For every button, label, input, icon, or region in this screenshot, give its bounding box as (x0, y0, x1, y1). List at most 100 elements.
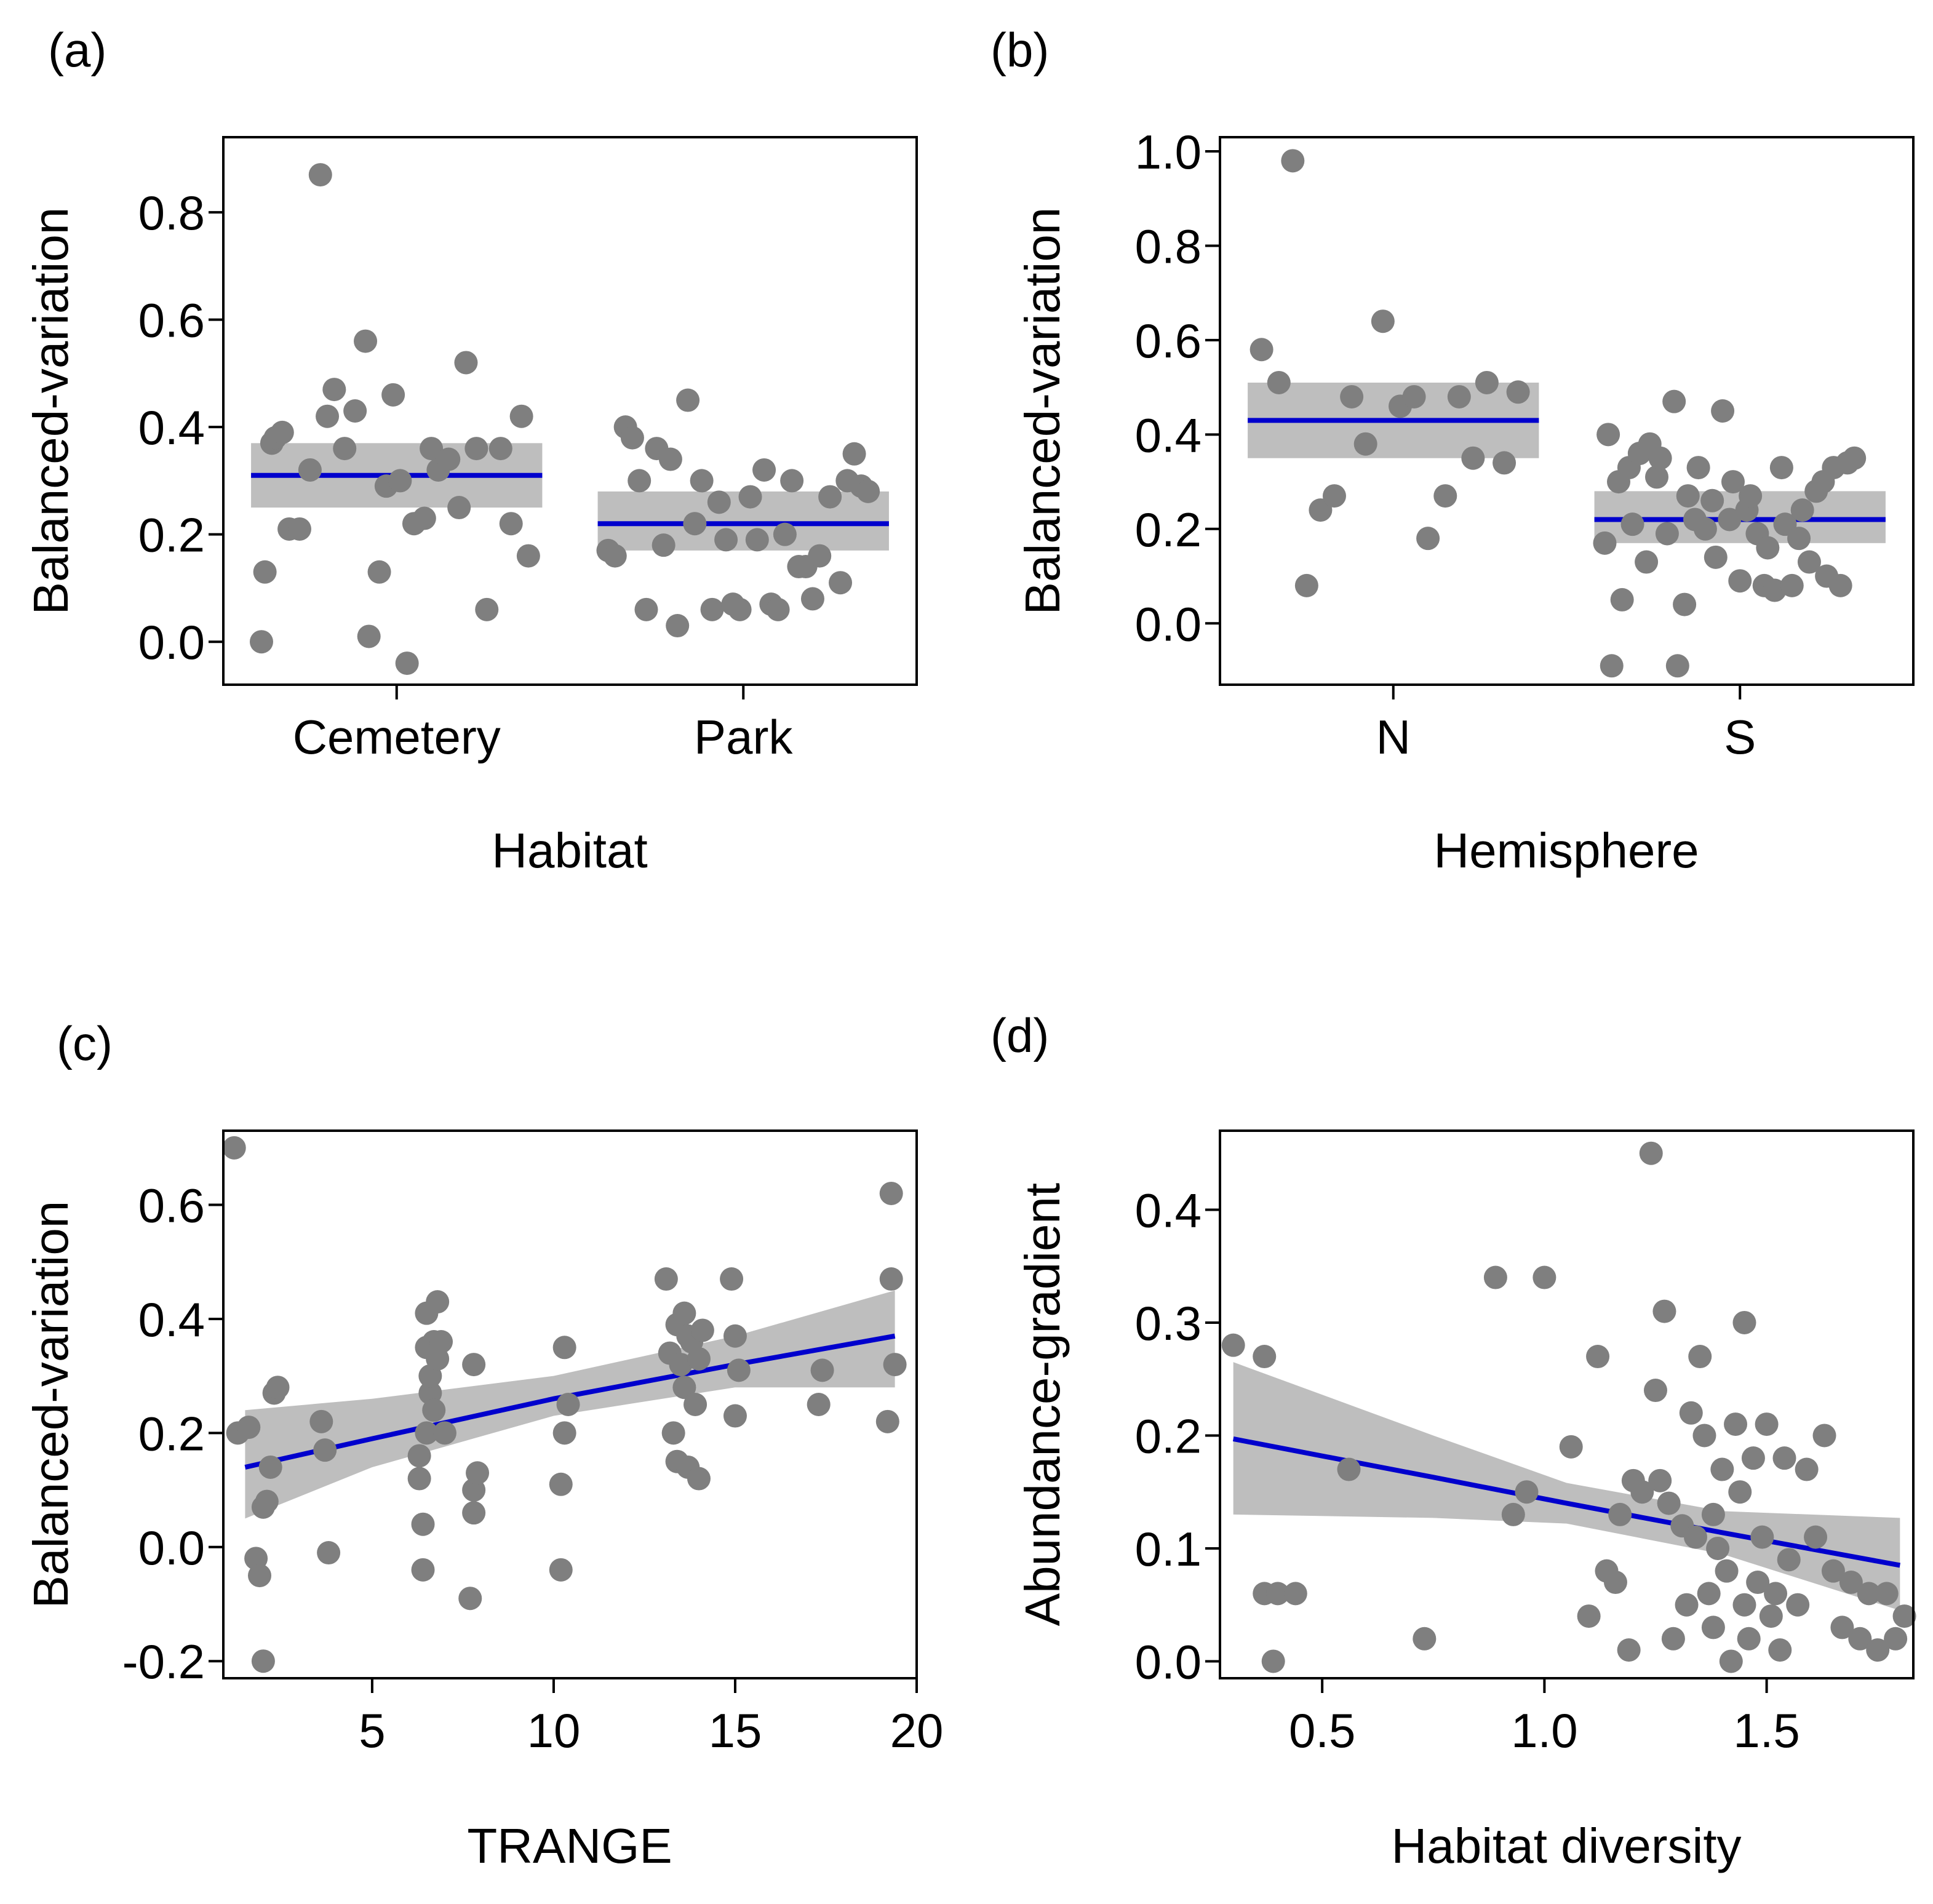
x-tick-label: 1.0 (1511, 1703, 1577, 1758)
data-point (322, 378, 346, 402)
data-point (447, 496, 471, 520)
data-point (437, 447, 461, 471)
data-point (1839, 1571, 1863, 1595)
data-point (714, 528, 738, 552)
y-tick-label: 0.0 (138, 615, 205, 669)
x-tick-label: 1.5 (1733, 1703, 1799, 1758)
data-point (800, 587, 824, 611)
data-point (313, 1438, 337, 1462)
data-point (1610, 588, 1634, 611)
y-tick-label: 0.8 (1135, 219, 1202, 273)
data-point (683, 512, 707, 536)
data-point (1721, 470, 1745, 494)
data-point (343, 399, 367, 423)
data-point (1866, 1638, 1890, 1662)
data-point (1639, 1141, 1663, 1165)
data-point (412, 506, 436, 530)
y-tick-label: 0.0 (1135, 1635, 1202, 1689)
data-point (1655, 522, 1679, 546)
data-point (1797, 550, 1821, 574)
data-point (317, 1541, 341, 1565)
y-tick-label: 0.6 (1135, 314, 1202, 368)
data-point (1759, 1604, 1783, 1628)
data-point (488, 437, 512, 461)
data-point (1679, 1401, 1703, 1425)
data-point (432, 1421, 456, 1445)
data-point (1718, 508, 1742, 532)
x-tick-label: Cemetery (293, 710, 501, 764)
data-point (1265, 1582, 1289, 1606)
y-axis-title: Balanced-variation (23, 207, 78, 615)
data-point (462, 1501, 486, 1525)
data-point (1737, 1627, 1761, 1651)
data-point (475, 597, 499, 621)
data-point (407, 1444, 431, 1468)
data-point (1283, 1582, 1307, 1606)
data-point (1772, 1446, 1796, 1470)
panel-label: (a) (48, 23, 106, 77)
panel-c: (c) -0.2 0.0 0.2 0.4 0.6 5 10 15 20 TRANGE Bala… (23, 1016, 943, 1873)
data-point (1515, 1480, 1539, 1504)
data-point (333, 437, 357, 461)
data-point (357, 624, 381, 648)
data-point (1340, 384, 1364, 408)
data-point (1693, 517, 1717, 541)
data-point (661, 1421, 685, 1445)
data-point (658, 447, 682, 471)
panel-a: (a) 0.0 0.2 0.4 0.6 0.8 Cemetery Park Habitat… (23, 23, 918, 878)
data-point (1620, 512, 1644, 536)
data-point (316, 404, 340, 428)
data-point (842, 442, 866, 466)
data-point (354, 329, 378, 353)
x-tick-label: 20 (890, 1703, 944, 1758)
plot-frame (1219, 1129, 1915, 1679)
data-point (1786, 1593, 1810, 1617)
data-point (1768, 1638, 1792, 1662)
data-point (707, 490, 731, 514)
data-point (1475, 370, 1499, 394)
data-point (1739, 484, 1763, 508)
data-point (1764, 1582, 1788, 1606)
data-point (1843, 446, 1867, 470)
data-point (1593, 531, 1617, 555)
data-point (766, 597, 790, 621)
data-point (723, 1404, 747, 1428)
data-point (395, 651, 419, 675)
data-point (249, 630, 273, 654)
y-tick-label: 0.0 (138, 1521, 205, 1575)
data-point (807, 1393, 831, 1416)
data-point (426, 1290, 450, 1314)
data-point (1648, 1468, 1672, 1492)
x-axis-title: Habitat (492, 823, 647, 878)
data-point (458, 1587, 482, 1611)
data-point (1635, 550, 1659, 574)
data-point (1221, 1333, 1245, 1357)
panel-d: (d) 0.0 0.1 0.2 0.3 0.4 0.5 1.0 1.5 Habitat di… (990, 1008, 1916, 1873)
data-point (1657, 1491, 1681, 1515)
data-point (1804, 1525, 1828, 1549)
data-point (1688, 1345, 1712, 1369)
data-point (258, 1455, 282, 1479)
data-point (1724, 1412, 1748, 1436)
data-point (1704, 545, 1728, 569)
data-point (780, 469, 804, 493)
data-point (1769, 456, 1793, 480)
data-point (818, 485, 842, 509)
data-point (687, 1467, 711, 1491)
x-axis-title: TRANGE (467, 1818, 672, 1873)
data-point (628, 469, 652, 493)
y-tick-label: 0.3 (1135, 1296, 1202, 1350)
data-point (690, 1318, 714, 1342)
data-point (411, 1512, 435, 1536)
data-point (875, 1409, 899, 1433)
y-tick-label: 0.4 (138, 1293, 205, 1347)
data-point (634, 597, 658, 621)
data-point (1875, 1582, 1899, 1606)
data-point (1603, 1571, 1627, 1595)
data-point (1261, 1649, 1285, 1673)
data-point (1692, 1424, 1716, 1448)
data-point (309, 1409, 333, 1433)
data-point (287, 517, 311, 541)
data-point (1586, 1345, 1610, 1369)
